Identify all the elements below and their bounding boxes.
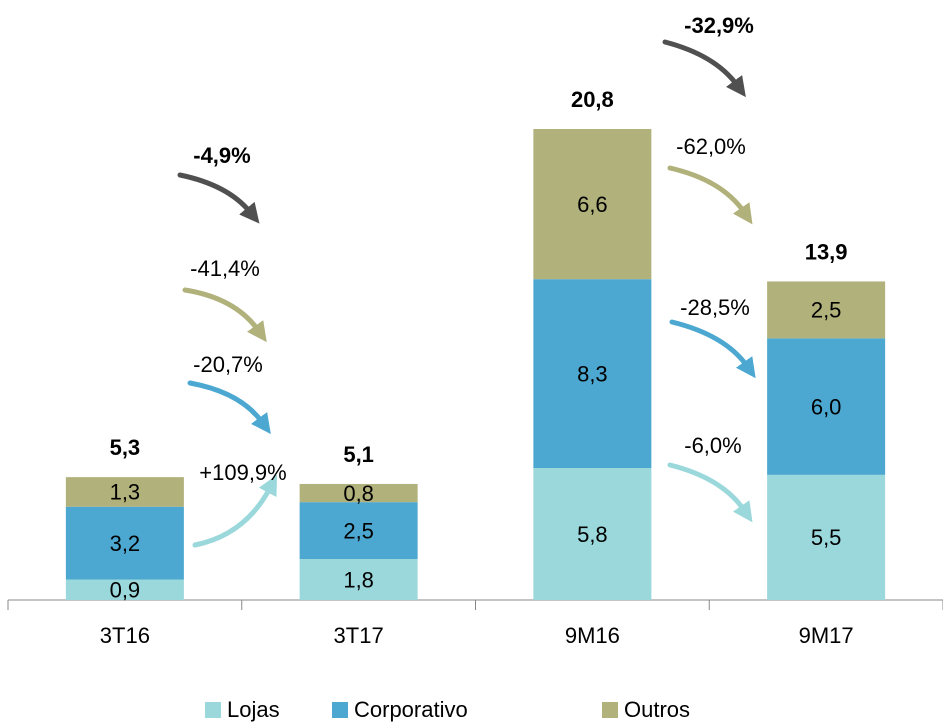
legend-label: Corporativo <box>354 697 468 722</box>
value-label: 3,2 <box>110 531 141 556</box>
annotation: -32,9% <box>684 13 754 38</box>
bar-segment <box>533 468 652 600</box>
bar-segment <box>299 502 418 560</box>
bar-segment <box>533 129 652 280</box>
value-label: 6,0 <box>811 394 842 419</box>
annotation: -62,0% <box>676 134 746 159</box>
bar-segment <box>299 559 418 600</box>
value-label: 5,8 <box>577 522 608 547</box>
arrow <box>667 462 753 523</box>
value-label: 0,8 <box>343 481 374 506</box>
value-label: 8,3 <box>577 361 608 386</box>
value-label: 2,5 <box>343 518 374 543</box>
total-label: 5,3 <box>110 435 141 460</box>
bar-segment <box>767 281 886 339</box>
value-label: 2,5 <box>811 298 842 323</box>
annotation: -28,5% <box>680 295 750 320</box>
arrow <box>177 172 260 224</box>
legend-swatch <box>602 702 618 718</box>
x-tick-label: 9M16 <box>565 623 620 648</box>
annotation: -4,9% <box>193 143 250 168</box>
bar-segment <box>65 506 184 580</box>
legend-swatch <box>332 702 348 718</box>
bar-segment <box>533 279 652 469</box>
bar-segment <box>767 474 886 600</box>
value-label: 5,5 <box>811 525 842 550</box>
arrow <box>182 287 267 343</box>
legend-swatch <box>205 702 221 718</box>
arrows <box>177 39 756 548</box>
annotation: -6,0% <box>684 433 741 458</box>
x-tick-label: 3T16 <box>100 623 150 648</box>
bar-segment <box>65 579 184 600</box>
legend-label: Lojas <box>227 697 280 722</box>
arrow <box>192 474 278 548</box>
bar-segment <box>767 338 886 475</box>
value-label: 6,6 <box>577 192 608 217</box>
total-label: 20,8 <box>571 87 614 112</box>
legend-label: Outros <box>624 697 690 722</box>
arrow <box>669 319 756 379</box>
annotation: -20,7% <box>193 352 263 377</box>
x-tick-label: 9M17 <box>799 623 854 648</box>
total-label: 5,1 <box>343 442 374 467</box>
annotation: -41,4% <box>190 256 260 281</box>
arrow <box>662 39 746 98</box>
value-label: 0,9 <box>110 578 141 603</box>
total-label: 13,9 <box>805 239 848 264</box>
value-label: 1,8 <box>343 567 374 592</box>
bar-segment <box>299 483 418 503</box>
value-label: 1,3 <box>110 480 141 505</box>
arrow <box>187 380 271 435</box>
x-tick-label: 3T17 <box>334 623 384 648</box>
bar-segment <box>65 477 184 507</box>
arrow <box>667 165 753 225</box>
annotation: +109,9% <box>199 460 286 485</box>
